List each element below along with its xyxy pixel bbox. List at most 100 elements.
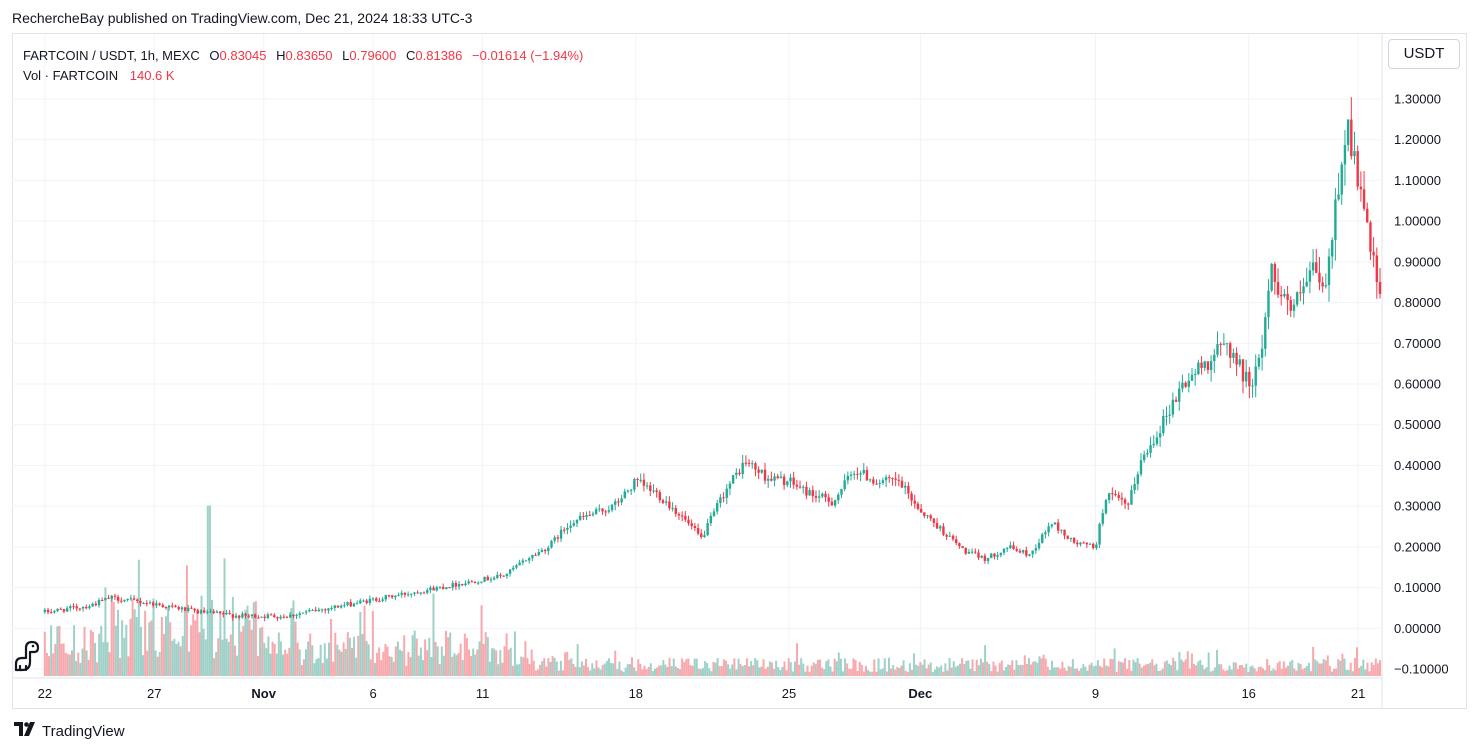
volume-bar [1216,649,1219,676]
candle-body [588,515,591,517]
candle-body [1244,371,1248,382]
volume-bar [1124,658,1127,676]
candle-body [757,469,760,473]
volume-bar [668,657,671,676]
candle-body [1155,437,1159,444]
volume-bar [359,611,362,676]
volume-bar [543,658,546,676]
candle-body [139,600,142,604]
tradingview-logo[interactable]: TradingView [14,722,125,741]
y-tick-label: 1.10000 [1394,173,1441,188]
candle-body [352,603,356,607]
legend-volume-label[interactable]: Vol · FARTCOIN [23,68,119,83]
volume-bar [52,653,55,676]
volume-bar [557,670,560,676]
candle-body [183,607,187,611]
volume-bar [806,665,809,676]
volume-bar [413,630,416,676]
y-tick-label: 0.00000 [1394,621,1441,636]
volume-bar [616,669,619,676]
volume-bar [1042,654,1045,676]
candle-body [626,490,630,492]
volume-bar [754,657,757,676]
candle-body [607,510,611,512]
volume-bar [1195,665,1198,676]
volume-bar [1264,670,1267,676]
candle-body [827,497,830,502]
volume-bar [288,647,291,676]
legend-symbol[interactable]: FARTCOIN / USDT, 1h, MEXC [23,48,200,63]
volume-bar [1205,667,1208,676]
candle-body [62,609,66,612]
candle-body [193,608,196,611]
candle-body [260,616,263,618]
volume-bar [455,655,458,676]
candle-body [489,579,493,581]
candle-body [824,493,827,498]
volume-bar [60,643,63,676]
volume-bar [1303,667,1306,676]
volume-bar [323,643,326,676]
volume-bar [440,646,443,676]
volume-bar [378,647,381,676]
volume-bar [319,644,322,676]
volume-bar [231,596,234,676]
volume-bar [353,636,356,676]
candle-body [346,602,349,605]
volume-bar [369,659,372,676]
volume-bar [1220,664,1223,676]
volume-bar [282,654,285,676]
volume-bar [681,658,684,676]
candle-body [671,507,674,509]
volume-bar [587,667,590,676]
volume-bar [651,671,654,676]
candle-body [406,594,410,596]
candle-body [907,485,910,494]
y-tick-label: 0.80000 [1394,295,1441,310]
volume-bar [311,645,314,676]
chart-grid [12,34,1383,708]
volume-bar [70,650,73,676]
volume-bar [474,654,477,676]
volume-bars [43,505,1381,676]
volume-bar [152,598,155,676]
currency-button[interactable]: USDT [1388,39,1460,69]
volume-bar [300,665,303,676]
volume-bar [775,660,778,676]
candle-body [253,614,257,618]
volume-bar [1224,670,1227,676]
legend-volume-row: Vol · FARTCOIN 140.6 K [23,66,583,86]
volume-bar [286,653,289,676]
legend-high-value: 0.83650 [285,48,333,63]
volume-bar [727,664,730,676]
candle-body [629,489,633,491]
candle-body [1327,256,1331,286]
candle-body [986,557,990,561]
candle-body [954,539,958,544]
candle-body [1359,186,1363,190]
candle-body [591,513,595,516]
volume-bar [340,651,343,676]
volume-bar [1345,669,1348,676]
candle-body [69,606,72,609]
volume-bar [559,660,562,676]
candle-body [1142,454,1146,461]
candle-body [747,462,751,464]
volume-bar [1299,664,1302,676]
volume-bar [1376,663,1379,676]
y-tick-label: 0.30000 [1394,499,1441,514]
volume-bar [1157,670,1160,676]
candle-body [196,610,199,614]
candle-body [550,540,553,548]
candle-body [1280,294,1283,297]
volume-bar [56,626,59,676]
candle-body [148,602,152,604]
dinosaur-icon[interactable] [12,640,42,677]
candle-body [81,607,85,609]
candle-body [1197,362,1200,375]
candle-body [610,504,614,511]
candle-body [368,598,372,603]
volume-bar [148,622,151,676]
volume-bar [139,626,142,676]
